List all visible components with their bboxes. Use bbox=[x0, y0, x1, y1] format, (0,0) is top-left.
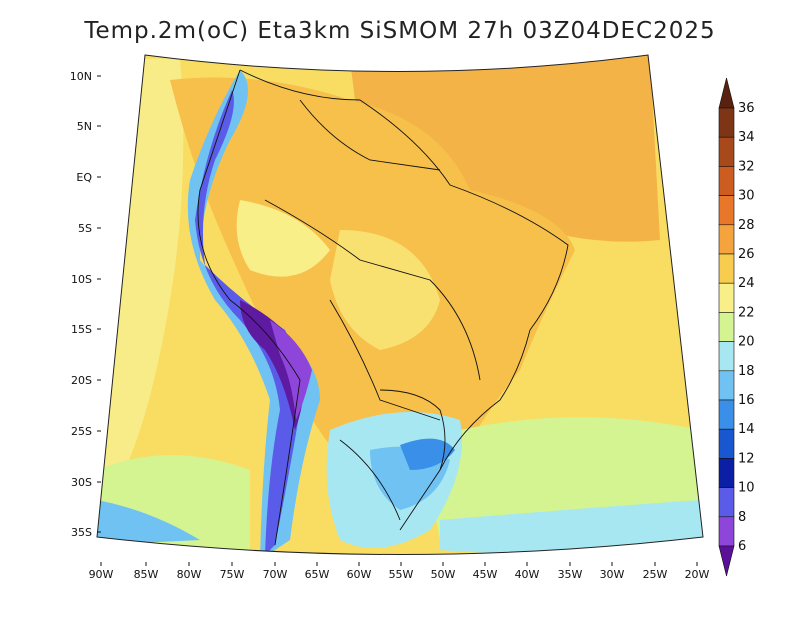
colorbar-swatch bbox=[718, 107, 735, 138]
lat-tick-label: 15S bbox=[71, 323, 92, 336]
lon-tick-label: 90W bbox=[89, 568, 114, 581]
lon-tick-label: 45W bbox=[473, 568, 498, 581]
lon-tick-label: 75W bbox=[220, 568, 245, 581]
colorbar-label: 22 bbox=[738, 305, 755, 320]
colorbar-swatch bbox=[718, 516, 735, 547]
colorbar-label: 12 bbox=[738, 451, 755, 466]
lat-tick-label: 5S bbox=[78, 222, 92, 235]
colorbar: 36 34 32 30 28 26 24 22 20 18 16 14 12 10 8 6 bbox=[718, 77, 755, 577]
colorbar-swatch bbox=[718, 282, 735, 313]
colorbar-swatch bbox=[718, 253, 735, 284]
colorbar-label: 30 bbox=[738, 189, 755, 204]
lat-tick-label: 25S bbox=[71, 425, 92, 438]
temperature-field bbox=[97, 55, 703, 555]
colorbar-swatch bbox=[718, 399, 735, 430]
country-borders bbox=[197, 69, 569, 546]
lat-tick-label: 30S bbox=[71, 476, 92, 489]
colorbar-label: 6 bbox=[738, 539, 746, 554]
lat-tick-label: 20S bbox=[71, 374, 92, 387]
map-title: Temp.2m(oC) Eta3km SiSMOM 27h 03Z04DEC20… bbox=[84, 18, 716, 44]
lon-tick-label: 60W bbox=[347, 568, 372, 581]
colorbar-label: 16 bbox=[738, 393, 755, 408]
colorbar-label: 10 bbox=[738, 481, 755, 496]
colorbar-label: 34 bbox=[738, 130, 755, 145]
colorbar-swatch bbox=[718, 428, 735, 459]
lon-tick-label: 65W bbox=[305, 568, 330, 581]
colorbar-swatch bbox=[718, 224, 735, 255]
lon-tick-label: 80W bbox=[177, 568, 202, 581]
colorbar-label: 20 bbox=[738, 335, 755, 350]
lon-tick-label: 40W bbox=[515, 568, 540, 581]
lon-tick-label: 30W bbox=[600, 568, 625, 581]
longitude-axis: 90W 85W 80W 75W 70W 65W 60W 55W 50W 45W … bbox=[89, 562, 710, 581]
colorbar-swatch bbox=[718, 166, 735, 196]
lon-tick-label: 25W bbox=[643, 568, 668, 581]
colorbar-label: 36 bbox=[738, 101, 755, 116]
lat-tick-label: 10S bbox=[71, 273, 92, 286]
lon-tick-label: 35W bbox=[558, 568, 583, 581]
lon-tick-label: 55W bbox=[389, 568, 414, 581]
latitude-axis: 10N 5N EQ 5S 10S 15S 20S 25S 30S 35S bbox=[70, 70, 101, 539]
colorbar-swatch bbox=[718, 370, 735, 401]
lon-tick-label: 20W bbox=[685, 568, 710, 581]
lon-tick-label: 50W bbox=[431, 568, 456, 581]
lat-tick-label: EQ bbox=[76, 171, 92, 184]
lat-tick-label: 35S bbox=[71, 526, 92, 539]
colorbar-label: 8 bbox=[738, 510, 746, 525]
colorbar-label: 32 bbox=[738, 159, 755, 174]
colorbar-label: 14 bbox=[738, 422, 755, 437]
colorbar-swatch bbox=[718, 312, 735, 342]
colorbar-label: 28 bbox=[738, 218, 755, 233]
colorbar-max-arrow bbox=[718, 77, 735, 109]
colorbar-swatch bbox=[718, 341, 735, 372]
colorbar-min-arrow bbox=[718, 545, 735, 577]
colorbar-swatch bbox=[718, 136, 735, 167]
lat-tick-label: 10N bbox=[70, 70, 92, 83]
lon-tick-label: 70W bbox=[263, 568, 288, 581]
colorbar-swatch bbox=[718, 458, 735, 488]
colorbar-swatch bbox=[718, 487, 735, 518]
colorbar-label: 18 bbox=[738, 364, 755, 379]
lon-tick-label: 85W bbox=[134, 568, 159, 581]
colorbar-label: 24 bbox=[738, 276, 755, 291]
lat-tick-label: 5N bbox=[77, 120, 92, 133]
colorbar-swatch bbox=[718, 195, 735, 226]
colorbar-label: 26 bbox=[738, 247, 755, 262]
